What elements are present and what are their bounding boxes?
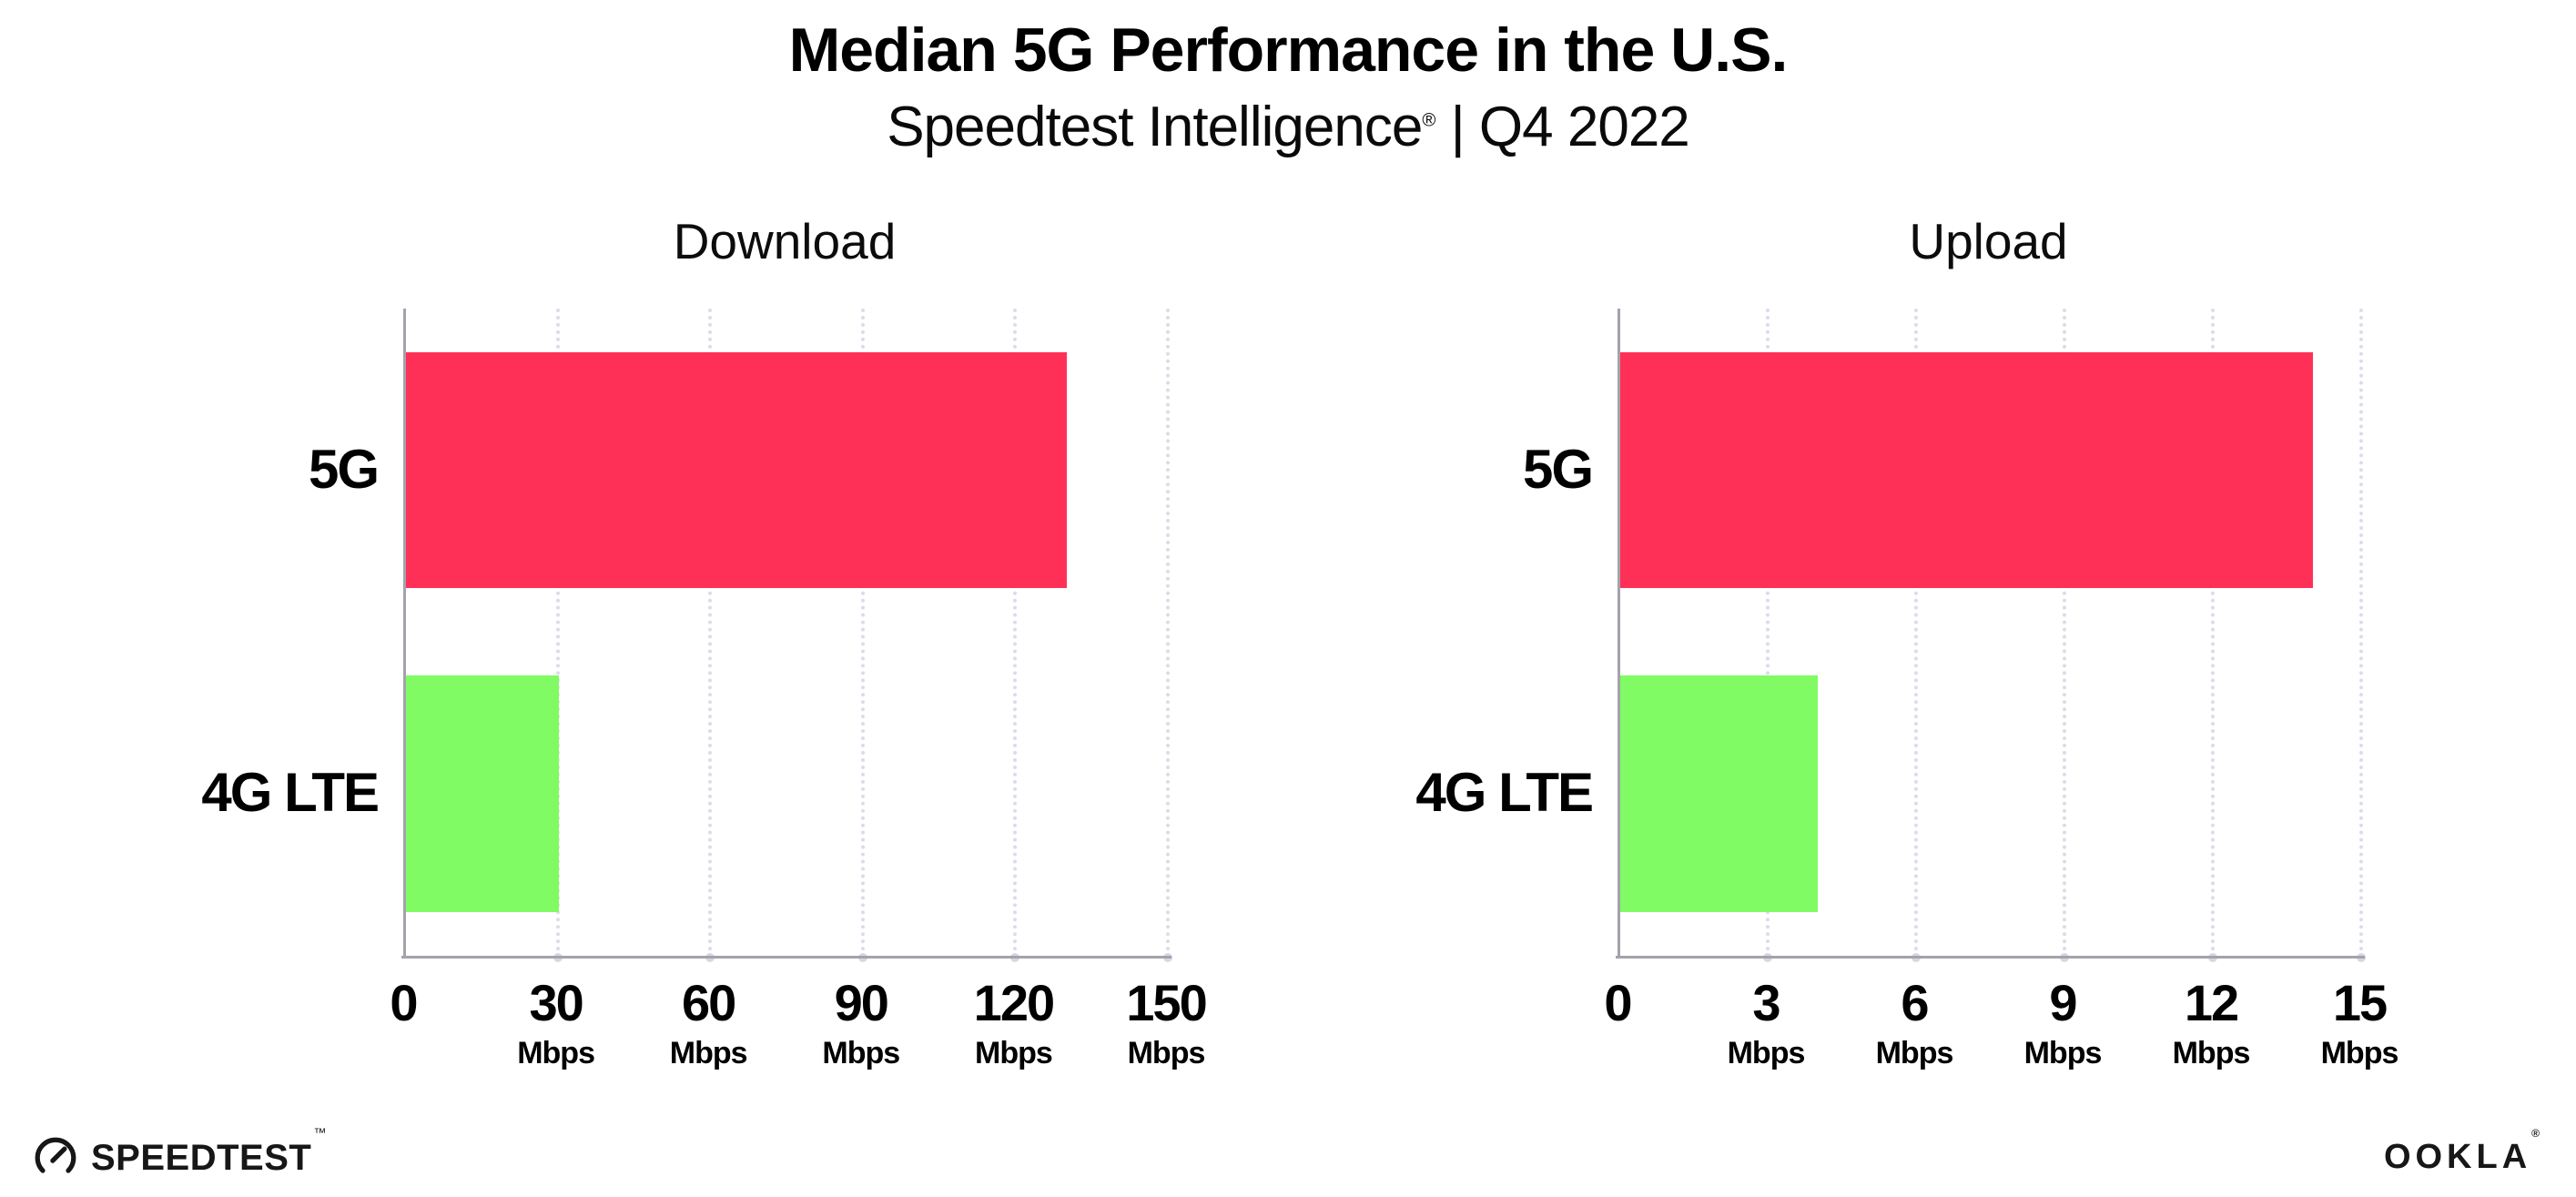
download-chart-title: Download [673,213,897,269]
x-tick-value: 90 [834,974,889,1031]
x-tick-label: 0 [1604,974,1632,1031]
x-tick-label: 3 Mbps [1727,974,1806,1070]
upload-y-axis-line [1618,309,1620,956]
x-tick-value: 30 [529,974,583,1031]
x-tick-label: 9 Mbps [2023,974,2103,1070]
ookla-registered-symbol: ® [2531,1127,2540,1140]
x-tick-label: 150 Mbps [1126,974,1207,1070]
upload-plot-area [1616,309,2366,962]
x-tick-label: 90 Mbps [822,974,900,1070]
speedtest-logo: SPEEDTEST™ [33,1124,327,1181]
x-tick-unit: Mbps [1875,1036,1954,1070]
download-category-labels: 5G 4G LTE [105,309,380,956]
category-label-5g: 5G [1522,438,1594,500]
x-tick-label: 30 Mbps [517,974,595,1070]
speedtest-gauge-icon [33,1135,78,1181]
x-tick-unit: Mbps [975,1036,1053,1070]
category-label-5g: 5G [308,438,380,500]
x-tick-value: 9 [2049,974,2077,1031]
subtitle-period: | Q4 2022 [1435,96,1690,158]
x-tick-unit: Mbps [517,1036,595,1070]
x-tick-label: 12 Mbps [2172,974,2251,1070]
bar-4g-lte [1620,675,1819,912]
download-chart: Download 5G 4G LTE 0 30 Mbps 60 Mbps 90 Mbps 120… [201,213,1207,1069]
download-x-axis-line [401,956,1171,959]
x-tick-unit: Mbps [2023,1036,2103,1070]
x-tick-value: 15 [2332,974,2388,1031]
category-label-4g-lte: 4G LTE [1415,762,1594,824]
bar-5g [406,351,1068,589]
x-tick-label: 0 [390,974,418,1031]
x-tick-value: 0 [390,974,418,1031]
upload-chart: Upload 5G 4G LTE 0 3 Mbps 6 Mbps 9 Mbps 12 Mbps 15… [1415,213,2399,1069]
x-tick-unit: Mbps [1727,1036,1806,1070]
category-label-4g-lte: 4G LTE [201,762,380,824]
bar-4g-lte [406,675,559,912]
x-tick-value: 12 [2184,974,2239,1031]
page-subtitle: Speedtest Intelligence® | Q4 2022 [0,95,2576,159]
x-tick-value: 3 [1752,974,1780,1031]
download-plot-area [401,309,1172,962]
subtitle-brand: Speedtest Intelligence [887,96,1423,158]
x-tick-value: 0 [1604,974,1632,1031]
speedtest-wordmark: SPEEDTEST™ [91,1124,327,1178]
bar-5g [1620,351,2313,589]
upload-category-labels: 5G 4G LTE [1319,309,1594,956]
x-tick-label: 15 Mbps [2320,974,2399,1070]
gridline [2357,309,2366,962]
x-tick-unit: Mbps [2320,1036,2399,1070]
ookla-logo: OOKLA® [2383,1127,2540,1177]
x-tick-value: 120 [973,974,1055,1031]
trademark-symbol: ™ [313,1124,327,1140]
x-tick-label: 120 Mbps [973,974,1055,1070]
x-tick-label: 6 Mbps [1875,974,1954,1070]
x-tick-unit: Mbps [822,1036,900,1070]
upload-chart-title: Upload [1909,213,2068,269]
download-y-axis-line [403,309,406,956]
upload-x-axis-line [1616,956,2365,959]
x-tick-unit: Mbps [669,1036,748,1070]
gridline [1163,309,1172,962]
x-tick-unit: Mbps [1127,1036,1206,1070]
x-tick-value: 6 [1901,974,1929,1031]
x-tick-unit: Mbps [2172,1036,2251,1070]
page-title: Median 5G Performance in the U.S. [788,15,1789,85]
ookla-wordmark: OOKLA® [2383,1127,2540,1176]
x-tick-label: 60 Mbps [669,974,748,1070]
registered-mark: ® [1422,109,1436,131]
x-tick-value: 60 [682,974,736,1031]
x-tick-value: 150 [1126,974,1207,1031]
